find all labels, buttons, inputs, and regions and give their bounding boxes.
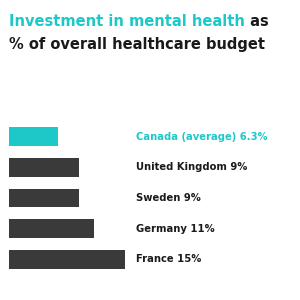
Text: Canada (average) 6.3%: Canada (average) 6.3% <box>136 132 268 142</box>
Text: United Kingdom 9%: United Kingdom 9% <box>136 162 248 172</box>
Bar <box>9 188 79 208</box>
Text: as: as <box>245 14 268 28</box>
Text: Investment in mental health: Investment in mental health <box>9 14 245 28</box>
Text: Sweden 9%: Sweden 9% <box>136 193 201 203</box>
Text: Germany 11%: Germany 11% <box>136 224 215 234</box>
Text: France 15%: France 15% <box>136 254 202 264</box>
Bar <box>9 127 58 146</box>
Bar <box>9 250 125 269</box>
Bar <box>9 158 79 177</box>
Text: % of overall healthcare budget: % of overall healthcare budget <box>9 38 265 52</box>
Bar <box>9 219 94 238</box>
